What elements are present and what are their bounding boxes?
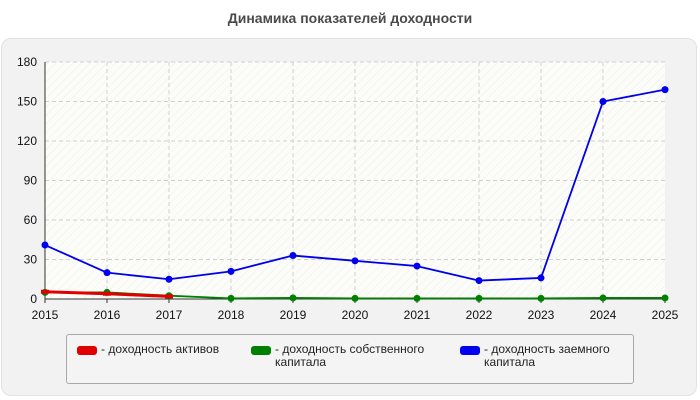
- data-point: [165, 294, 173, 299]
- data-point: [537, 294, 545, 302]
- x-tick-label: 2020: [342, 308, 369, 322]
- legend-label: - доходность заемного капитала: [484, 342, 610, 369]
- legend-item-debt: - доходность заемного капитала: [460, 343, 628, 369]
- y-tick-label: 60: [24, 213, 38, 227]
- legend-item-equity: - доходность собственного капитала: [251, 343, 441, 369]
- legend-item-assets: - доходность активов: [77, 343, 219, 356]
- x-tick-label: 2016: [94, 308, 121, 322]
- data-point: [289, 252, 297, 260]
- data-point: [537, 274, 545, 282]
- data-point: [103, 291, 111, 296]
- data-point: [661, 86, 669, 94]
- legend-swatch-red: [77, 346, 97, 355]
- legend-label: - доходность собственного капитала: [275, 342, 425, 369]
- y-tick-label: 0: [30, 292, 37, 306]
- data-point: [599, 294, 607, 302]
- data-point: [351, 294, 359, 302]
- y-tick-label: 180: [17, 55, 37, 69]
- x-tick-label: 2022: [466, 308, 493, 322]
- y-tick-label: 90: [24, 174, 38, 188]
- data-point: [41, 241, 49, 249]
- legend-swatch-green: [251, 346, 271, 355]
- data-point: [227, 294, 235, 302]
- x-tick-label: 2019: [280, 308, 307, 322]
- series-lines: [41, 86, 669, 302]
- data-point: [41, 289, 49, 294]
- data-point: [351, 257, 359, 265]
- y-tick-label: 30: [24, 253, 38, 267]
- x-tick-label: 2021: [404, 308, 431, 322]
- x-tick-label: 2025: [652, 308, 679, 322]
- legend: - доходность активов - доходность собств…: [66, 334, 634, 384]
- data-point: [227, 267, 235, 275]
- data-point: [413, 294, 421, 302]
- tick-labels: 0 30 60 90 120 150 180 2015 2016 2017 2018 2019 2020…: [17, 55, 679, 322]
- chart-title: Динамика показателей доходности: [227, 10, 473, 26]
- x-tick-label: 2024: [590, 308, 617, 322]
- x-tick-label: 2015: [32, 308, 59, 322]
- data-point: [103, 269, 111, 277]
- data-point: [475, 277, 483, 285]
- data-point: [661, 294, 669, 302]
- legend-swatch-blue: [460, 346, 480, 355]
- data-point: [165, 275, 173, 283]
- data-point: [475, 294, 483, 302]
- data-point: [413, 262, 421, 270]
- x-tick-label: 2017: [156, 308, 183, 322]
- data-point: [599, 98, 607, 105]
- y-tick-label: 150: [17, 95, 37, 109]
- data-point: [289, 294, 297, 302]
- x-tick-label: 2023: [528, 308, 555, 322]
- legend-label: - доходность активов: [101, 342, 220, 356]
- x-tick-label: 2018: [218, 308, 245, 322]
- y-tick-label: 120: [17, 134, 37, 148]
